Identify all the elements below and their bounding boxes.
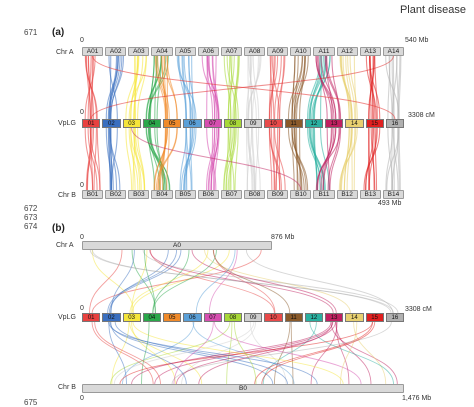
panel-a-lg-12: 12 bbox=[305, 119, 323, 128]
panel-a-lg-14: 14 bbox=[345, 119, 363, 128]
panel-a-chr-a12: A12 bbox=[337, 47, 358, 56]
panel-b-mid-axis-end: 3308 cM bbox=[405, 306, 432, 313]
panel-b-chrB-label: Chr B bbox=[58, 384, 76, 391]
panel-b-lg-07: 07 bbox=[204, 313, 222, 322]
panel-a-chr-a14: A14 bbox=[383, 47, 404, 56]
panel-a-chr-b12: B12 bbox=[337, 190, 358, 199]
panel-b-lg-12: 12 bbox=[305, 313, 323, 322]
panel-b-chrA-label: Chr A bbox=[56, 242, 74, 249]
panel-a-chr-a09: A09 bbox=[267, 47, 288, 56]
panel-b-label: (b) bbox=[52, 223, 65, 234]
panel-b-lg-05: 05 bbox=[163, 313, 181, 322]
panel-a-link-top bbox=[207, 56, 208, 119]
panel-a-lg-03: 03 bbox=[123, 119, 141, 128]
panel-b-top-axis-end: 876 Mb bbox=[271, 234, 294, 241]
panel-a-chr-b13: B13 bbox=[360, 190, 381, 199]
panel-b-mid-axis-zero: 0 bbox=[80, 305, 84, 312]
panel-b-chrB-bar: B0 bbox=[82, 384, 404, 393]
panel-b-lg-06: 06 bbox=[183, 313, 201, 322]
panel-a-chr-a02: A02 bbox=[105, 47, 126, 56]
panel-b-lg-09: 09 bbox=[244, 313, 262, 322]
panel-b-lg-15: 15 bbox=[366, 313, 384, 322]
panel-a-chr-b14: B14 bbox=[383, 190, 404, 199]
panel-a-chr-a10: A10 bbox=[290, 47, 311, 56]
panel-b-lg-16: 16 bbox=[386, 313, 404, 322]
panel-b-link-top bbox=[153, 250, 216, 313]
panel-a-lg-01: 01 bbox=[82, 119, 100, 128]
panel-b-lg-14: 14 bbox=[345, 313, 363, 322]
panel-b-bottom-axis-end: 1,476 Mb bbox=[402, 395, 431, 402]
panel-b-link-bottom bbox=[109, 322, 127, 384]
panel-b-link-top bbox=[89, 250, 121, 313]
panel-a-lg-10: 10 bbox=[264, 119, 282, 128]
panel-a-chr-b01: B01 bbox=[82, 190, 103, 199]
panel-a-chr-a07: A07 bbox=[221, 47, 242, 56]
panel-a-lg-11: 11 bbox=[285, 119, 303, 128]
panel-a-chr-a13: A13 bbox=[360, 47, 381, 56]
panel-a-chr-a11: A11 bbox=[313, 47, 334, 56]
panel-a-chr-b08: B08 bbox=[244, 190, 265, 199]
panel-a-chr-a01: A01 bbox=[82, 47, 103, 56]
panel-a-link-bottom bbox=[276, 128, 277, 190]
panel-b-top-axis-zero: 0 bbox=[80, 234, 84, 241]
panel-b-lg-08: 08 bbox=[224, 313, 242, 322]
panel-b-vplg-label: VpLG bbox=[58, 314, 76, 321]
panel-b-lg-03: 03 bbox=[123, 313, 141, 322]
panel-a-chr-b03: B03 bbox=[128, 190, 149, 199]
panel-b-link-bottom bbox=[336, 322, 349, 384]
panel-b-link-bottom bbox=[291, 322, 293, 384]
panel-a-chr-a06: A06 bbox=[198, 47, 219, 56]
panel-b-lg-11: 11 bbox=[285, 313, 303, 322]
panel-a-lg-16: 16 bbox=[386, 119, 404, 128]
panel-b-link-bottom bbox=[310, 322, 394, 384]
panel-a-chr-b06: B06 bbox=[198, 190, 219, 199]
panel-a-chr-a08: A08 bbox=[244, 47, 265, 56]
panel-b-chrA-bar: A0 bbox=[82, 241, 272, 250]
panel-a-lg-05: 05 bbox=[163, 119, 181, 128]
panel-b-lg-02: 02 bbox=[102, 313, 120, 322]
panel-a-chr-b02: B02 bbox=[105, 190, 126, 199]
panel-a-lg-13: 13 bbox=[325, 119, 343, 128]
panel-b-link-top bbox=[111, 250, 134, 313]
panel-b-lg-01: 01 bbox=[82, 313, 100, 322]
panel-a-chr-b04: B04 bbox=[151, 190, 172, 199]
panel-a-lg-06: 06 bbox=[183, 119, 201, 128]
panel-a-chr-b10: B10 bbox=[290, 190, 311, 199]
panel-a-chr-a03: A03 bbox=[128, 47, 149, 56]
panel-b-lg-13: 13 bbox=[325, 313, 343, 322]
panel-a-lg-08: 08 bbox=[224, 119, 242, 128]
panel-b-link-bottom bbox=[92, 322, 153, 384]
panel-a-lg-07: 07 bbox=[204, 119, 222, 128]
panel-a-chr-b07: B07 bbox=[221, 190, 242, 199]
panel-b-bottom-axis-zero: 0 bbox=[80, 395, 84, 402]
panel-b-lg-10: 10 bbox=[264, 313, 282, 322]
panel-a-lg-15: 15 bbox=[366, 119, 384, 128]
panel-a-chr-b11: B11 bbox=[313, 190, 334, 199]
panel-a-chr-a04: A04 bbox=[151, 47, 172, 56]
panel-b-link-top bbox=[153, 250, 189, 313]
panel-a-link-bottom bbox=[354, 128, 355, 190]
panel-a-chr-b09: B09 bbox=[267, 190, 288, 199]
panel-a-chr-a05: A05 bbox=[175, 47, 196, 56]
panel-b-lg-04: 04 bbox=[143, 313, 161, 322]
panel-a-lg-04: 04 bbox=[143, 119, 161, 128]
panel-a-lg-09: 09 bbox=[244, 119, 262, 128]
panel-a-lg-02: 02 bbox=[102, 119, 120, 128]
panel-a-link-top bbox=[228, 56, 229, 119]
panel-a-chr-b05: B05 bbox=[175, 190, 196, 199]
